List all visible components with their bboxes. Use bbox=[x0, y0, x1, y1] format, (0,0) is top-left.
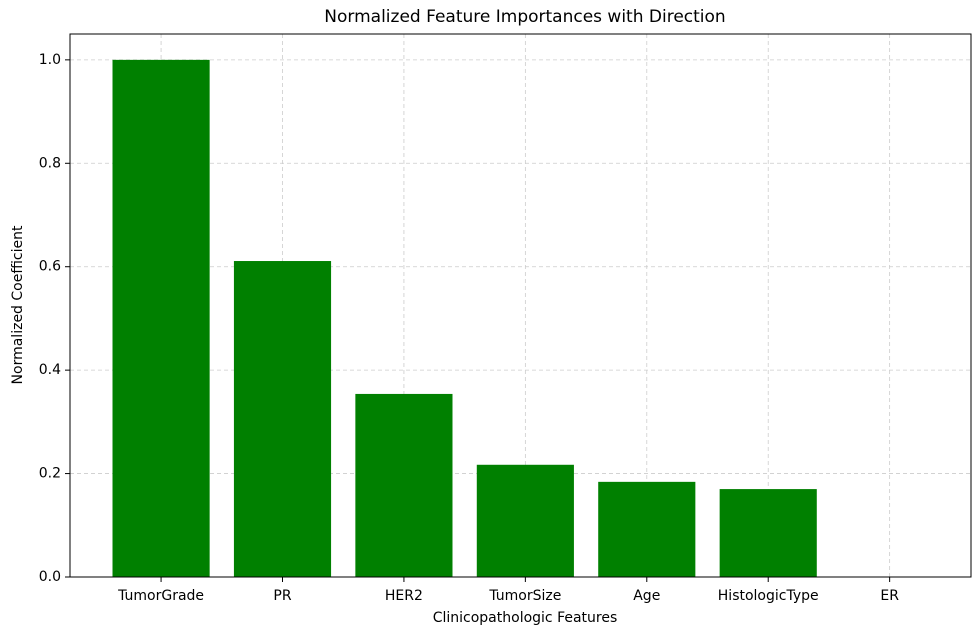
x-tick-label: ER bbox=[880, 588, 899, 604]
y-axis-label: Normalized Coefficient bbox=[10, 225, 26, 384]
x-axis-label: Clinicopathologic Features bbox=[433, 610, 618, 626]
bar bbox=[355, 393, 453, 577]
chart-title: Normalized Feature Importances with Dire… bbox=[324, 7, 725, 27]
y-tick-label: 0.8 bbox=[39, 155, 61, 171]
bar bbox=[598, 481, 696, 577]
y-tick-label: 0.0 bbox=[39, 569, 61, 585]
y-tick-label: 0.6 bbox=[39, 259, 61, 275]
plot-frame bbox=[69, 33, 972, 578]
y-tick-label: 1.0 bbox=[39, 52, 61, 68]
x-tick-label: Age bbox=[633, 588, 660, 604]
y-tick-label: 0.4 bbox=[39, 362, 61, 378]
bar bbox=[112, 59, 210, 578]
bar bbox=[719, 489, 817, 577]
x-tick-label: HistologicType bbox=[718, 588, 819, 604]
x-tick-label: TumorSize bbox=[488, 588, 561, 604]
x-tick-label: PR bbox=[273, 588, 291, 604]
y-tick-label: 0.2 bbox=[39, 466, 61, 482]
x-tick-label: TumorGrade bbox=[117, 588, 204, 604]
bar bbox=[233, 261, 332, 577]
x-tick-label: HER2 bbox=[385, 588, 423, 604]
bar bbox=[476, 464, 574, 577]
